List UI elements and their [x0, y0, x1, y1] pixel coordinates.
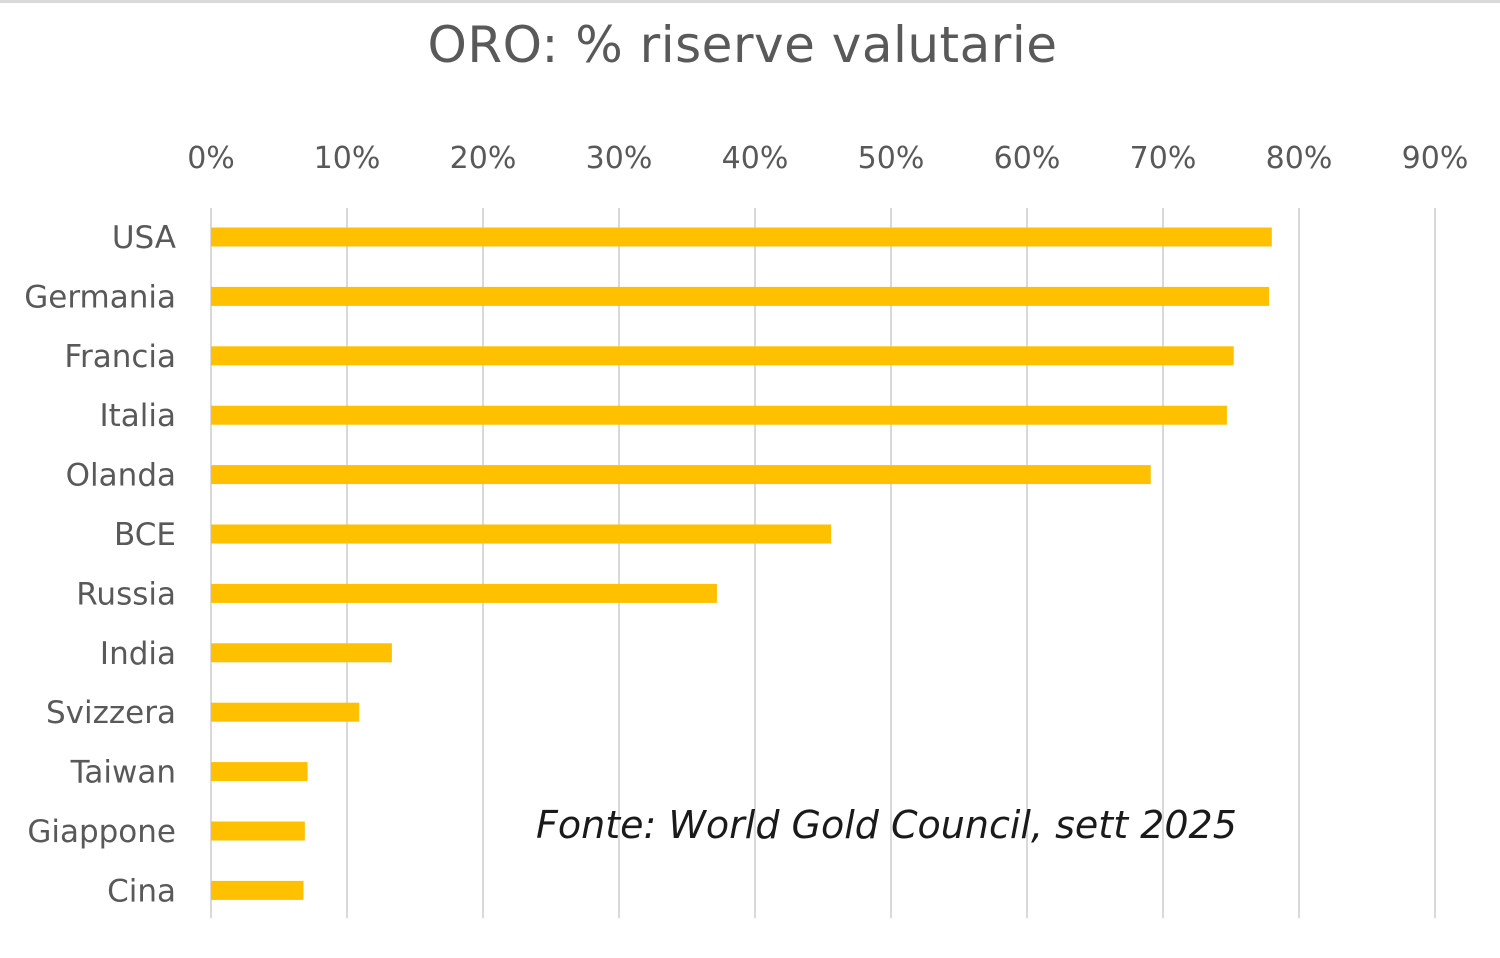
bar-russia: [211, 583, 717, 603]
x-tick-label: 40%: [722, 141, 789, 176]
category-label-svizzera: Svizzera: [46, 695, 176, 731]
x-tick-label: 80%: [1266, 141, 1333, 176]
source-annotation: Fonte: World Gold Council, sett 2025: [536, 803, 1237, 847]
bar-cina: [211, 880, 304, 900]
bar-giappone: [211, 821, 305, 841]
category-label-bce: BCE: [114, 517, 176, 553]
bar-francia: [211, 346, 1234, 366]
category-label-germania: Germania: [24, 279, 176, 315]
chart-title: ORO: % riserve valutarie: [427, 16, 1058, 74]
category-label-india: India: [100, 636, 176, 672]
category-label-usa: USA: [112, 220, 176, 256]
bar-bce: [211, 524, 832, 544]
bar-italia: [211, 405, 1227, 425]
x-tick-label: 60%: [994, 141, 1061, 176]
category-label-olanda: Olanda: [66, 458, 176, 494]
x-tick-label: 70%: [1130, 141, 1197, 176]
x-tick-label: 10%: [314, 141, 381, 176]
category-label-russia: Russia: [76, 576, 176, 612]
bar-india: [211, 643, 392, 663]
category-label-giappone: Giappone: [27, 814, 176, 850]
bar-usa: [211, 227, 1272, 247]
x-tick-label: 20%: [450, 141, 517, 176]
x-tick-label: 30%: [586, 141, 653, 176]
bar-olanda: [211, 465, 1151, 485]
x-axis-tick-labels: 0% 10% 20% 30% 40% 50% 60% 70% 80% 90%: [187, 141, 1468, 176]
bar-germania: [211, 286, 1270, 306]
category-label-italia: Italia: [99, 398, 176, 434]
bar-svizzera: [211, 702, 360, 722]
bar-taiwan: [211, 762, 308, 782]
x-tick-label: 90%: [1402, 141, 1469, 176]
category-label-francia: Francia: [64, 339, 176, 375]
top-border: [0, 0, 1500, 3]
category-label-cina: Cina: [107, 873, 176, 909]
category-labels: USA Germania Francia Italia Olanda BCE Russia I…: [24, 220, 176, 909]
category-label-taiwan: Taiwan: [70, 755, 176, 791]
bars: [211, 227, 1272, 900]
x-tick-label: 50%: [858, 141, 925, 176]
gridlines: [210, 208, 1436, 918]
x-tick-label: 0%: [187, 141, 235, 176]
